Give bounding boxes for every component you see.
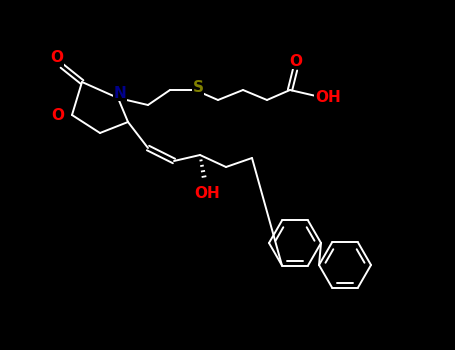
Text: OH: OH: [194, 186, 220, 201]
Text: OH: OH: [315, 90, 341, 105]
Text: O: O: [289, 54, 303, 69]
Text: N: N: [114, 85, 126, 100]
Text: O: O: [51, 107, 65, 122]
Text: O: O: [51, 50, 64, 65]
Text: S: S: [192, 80, 203, 96]
